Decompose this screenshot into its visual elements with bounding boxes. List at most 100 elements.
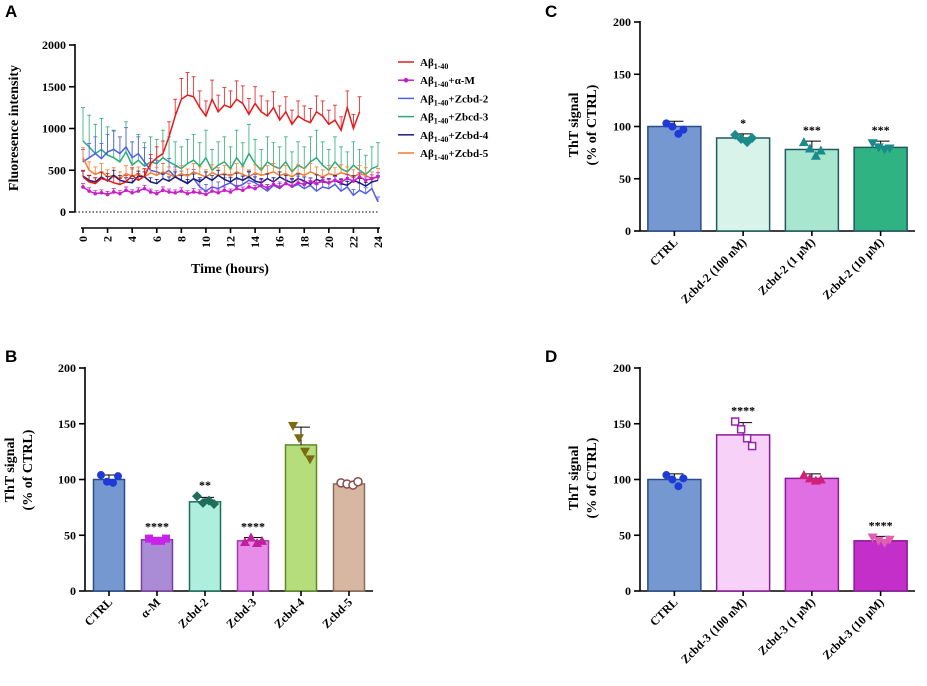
panel-b-bar	[92, 478, 126, 592]
series-alphaM	[81, 172, 380, 197]
data-point	[142, 186, 147, 191]
panel-d-significance: ****	[869, 518, 893, 532]
data-point	[124, 188, 128, 193]
panel-b-y-tick-label: 0	[70, 584, 76, 598]
data-point	[162, 534, 170, 543]
panel-b-y-tick-label: 50	[64, 528, 76, 542]
data-point	[674, 482, 683, 491]
panel-b-bar-group	[92, 471, 126, 592]
panel-c-significance: ***	[803, 123, 821, 137]
panel-letter-d: D	[545, 347, 557, 366]
data-point	[798, 137, 809, 147]
series-zcbd2	[81, 127, 380, 203]
panel-d-category-label: CTRL	[647, 595, 680, 628]
data-point	[154, 191, 159, 196]
data-point	[815, 145, 826, 155]
panel-c-significance: *	[740, 116, 746, 130]
panel-b-y-title-line1: ThT signal	[3, 438, 18, 503]
series-line	[82, 94, 361, 186]
panel-c-y-title-line1: ThT signal	[567, 93, 582, 158]
panel-a-x-tick-label: 24	[371, 236, 385, 248]
data-point	[302, 182, 307, 187]
panel-c-category-label: CTRL	[647, 235, 680, 268]
legend-label: Aβ1-40+Zcbd-2	[420, 93, 489, 107]
data-point	[191, 190, 196, 194]
panel-a-x-tick-label: 18	[297, 236, 311, 248]
panel-d-category-label: Zcbd-3 (100 nM)	[678, 595, 749, 666]
data-point	[148, 190, 153, 194]
data-point	[884, 144, 895, 154]
data-point	[290, 184, 294, 188]
data-point	[93, 191, 98, 196]
data-point	[185, 191, 190, 196]
panel-d-category-label: Zcbd-3 (10 μM)	[820, 595, 887, 662]
data-point	[345, 176, 350, 181]
data-point	[679, 474, 688, 483]
legend-label: Aβ1-40+Zcbd-5	[420, 148, 489, 162]
panel-d-y-title-line2: (% of CTRL)	[585, 437, 600, 518]
panel-c-bar-chart: 0 50 100 150 200 CTRL * Zcbd-2 (100 nM) *** Zcbd-…	[613, 15, 915, 306]
data-point	[339, 180, 343, 184]
data-point	[240, 536, 250, 546]
data-point	[105, 192, 110, 197]
data-point	[294, 434, 304, 444]
panel-b-significance: **	[199, 478, 211, 492]
data-point	[351, 179, 356, 183]
panel-a-x-title: Time (hours)	[191, 262, 269, 277]
data-point	[327, 180, 331, 185]
panel-b-y-title: ThT signal (% of CTRL)	[3, 429, 36, 510]
data-point	[114, 472, 122, 481]
panel-d-y-tick-label: 200	[613, 361, 631, 375]
panel-b-bar-group	[284, 421, 318, 592]
panel-c-y-title-line2: (% of CTRL)	[585, 84, 600, 165]
panel-b-category-label: CTRL	[82, 595, 115, 628]
panel-c-bar	[853, 146, 908, 232]
panel-c-y-title: ThT signal (% of CTRL)	[567, 84, 600, 165]
panel-d-bar	[853, 540, 908, 592]
legend-label: Aβ1-40+Zcbd-4	[420, 130, 489, 144]
panel-b-bar	[332, 483, 366, 592]
data-point	[118, 191, 122, 196]
panel-d-significance: ****	[731, 404, 755, 418]
data-point	[798, 470, 809, 480]
data-point	[296, 180, 300, 185]
data-point	[210, 189, 214, 193]
panel-a-x-tick-label: 10	[199, 236, 213, 248]
panel-a-x-tick-label: 16	[273, 236, 287, 248]
data-point	[246, 532, 256, 542]
data-point	[668, 122, 677, 131]
panel-d-bar	[647, 478, 702, 592]
data-point	[192, 491, 202, 502]
panel-d-bar	[715, 434, 771, 592]
panel-c-significance: ***	[872, 123, 890, 137]
data-point	[804, 143, 815, 153]
panel-b-y-title-line2: (% of CTRL)	[21, 429, 36, 510]
panel-c-y-tick-label: 0	[625, 224, 631, 238]
panel-b-category-label: α-M	[138, 595, 163, 620]
panel-c-bar	[784, 148, 840, 232]
panel-a-x-tick-label: 8	[174, 236, 188, 242]
data-point	[97, 471, 105, 480]
data-point	[173, 190, 177, 195]
panel-b-bar	[140, 538, 174, 592]
panel-b-bar-chart: 0 50 100 150 200 CTRL **** α-M ** Zcbd-2 **** Zcbd-…	[58, 361, 373, 631]
panel-b-y-tick-label: 200	[58, 361, 76, 375]
panel-a-x-tick-label: 0	[76, 236, 90, 242]
panel-b-y-tick-label: 100	[58, 473, 76, 487]
data-point	[333, 178, 337, 183]
data-point	[130, 190, 134, 195]
panel-c-bar-group: *	[715, 116, 771, 232]
data-point	[259, 183, 264, 188]
panel-c-bar-group	[647, 119, 702, 232]
data-point	[179, 189, 184, 193]
data-point	[157, 536, 165, 545]
data-point	[271, 182, 276, 187]
panel-d-category-label: Zcbd-3 (1 μM)	[755, 595, 818, 658]
panel-b-bar	[188, 501, 222, 592]
panel-a-x-tick-label: 2	[101, 236, 115, 242]
data-point	[247, 185, 251, 189]
panel-c-category-label: Zcbd-2 (1 μM)	[755, 235, 818, 298]
data-point	[662, 471, 671, 480]
data-point	[228, 190, 233, 194]
panel-c-category-label: Zcbd-2 (100 nM)	[678, 235, 749, 306]
